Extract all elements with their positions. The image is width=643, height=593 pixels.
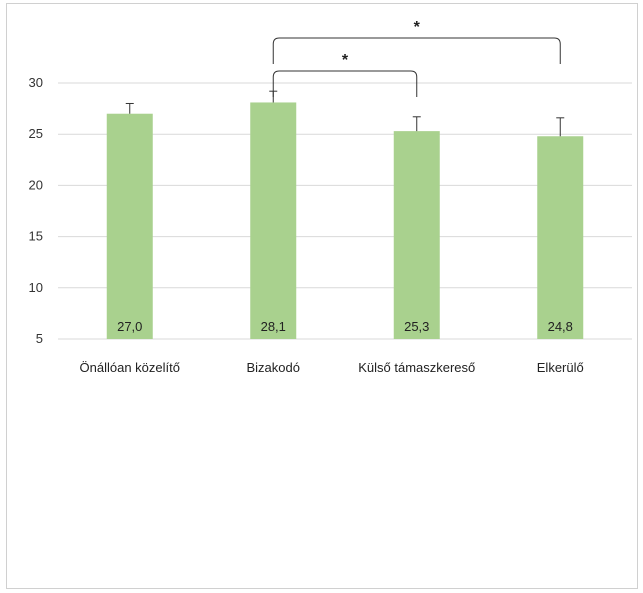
y-tick-label: 20 [29,177,43,192]
significance-bracket [272,37,561,64]
data-label: 24,8 [548,319,573,334]
significance-bracket [272,70,418,97]
significance-label: * [414,19,421,36]
chart-frame: 5 10 15 20 25 30 27,0 Önállóan közelítő 28,1 Biza… [6,3,638,589]
y-tick-label: 5 [36,331,43,346]
category-label: Külső támaszkereső [358,360,475,375]
category-label: Bizakodó [247,360,300,375]
category-label: Önállóan közelítő [80,360,180,375]
data-label: 28,1 [261,319,286,334]
y-tick-label: 30 [29,75,43,90]
y-tick-label: 10 [29,280,43,295]
bar [250,102,297,340]
bar [393,131,440,339]
y-tick-label: 25 [29,126,43,141]
bar [106,113,153,339]
significance-label: * [342,52,349,69]
y-tick-label: 15 [29,229,43,244]
category-label: Elkerülő [537,360,584,375]
data-label: 25,3 [404,319,429,334]
data-label: 27,0 [117,319,142,334]
bar-chart: 5 10 15 20 25 30 27,0 Önállóan közelítő 28,1 Biza… [29,19,632,375]
bar [537,136,584,339]
